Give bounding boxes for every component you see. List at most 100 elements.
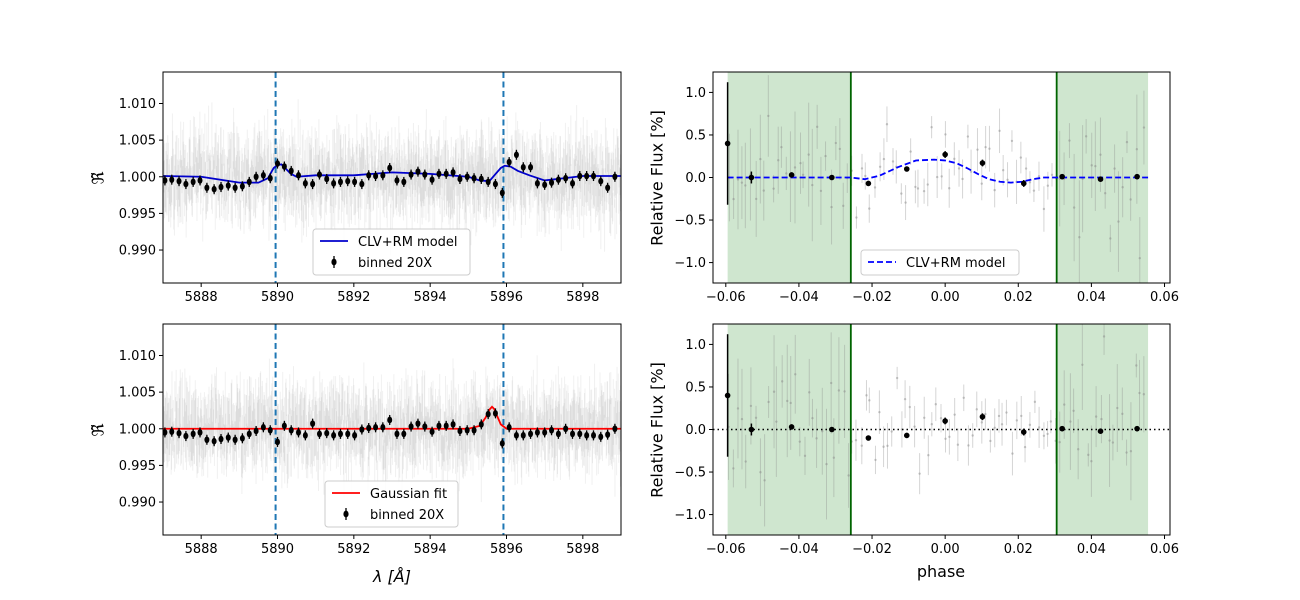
x-tick-label: −0.06 (706, 542, 746, 557)
raw-point (789, 401, 792, 405)
raw-point (975, 408, 978, 411)
binned-point (591, 432, 597, 439)
raw-point (763, 479, 766, 482)
binned-point (366, 172, 372, 179)
raw-point (980, 421, 984, 424)
binned-point (570, 180, 576, 187)
binned-point (337, 430, 343, 438)
binned-point (183, 180, 189, 188)
binned-point (204, 184, 210, 192)
raw-point (1037, 175, 1041, 178)
binned-point (302, 432, 308, 439)
binned-point (584, 432, 590, 439)
binned-point (387, 164, 393, 172)
legend-binned-swatch (331, 256, 337, 268)
raw-point (855, 216, 858, 219)
y-tick-label: 0.995 (119, 207, 156, 222)
binned-point (499, 189, 505, 197)
binned-point (190, 178, 196, 186)
raw-point (1078, 236, 1081, 239)
raw-point (1072, 206, 1076, 209)
binned-point (748, 426, 755, 433)
raw-point (953, 157, 956, 161)
raw-point (1090, 164, 1093, 167)
binned-point (471, 174, 477, 182)
panel-lightcurve-top: −0.06 −0.04 −0.02 0.00 0.02 0.04 0.06 −1.0 −0.5… (648, 71, 1179, 305)
raw-point (878, 410, 881, 414)
x-tick-label: 0.00 (931, 290, 960, 305)
binned-point (549, 179, 555, 186)
binned-point (492, 410, 498, 417)
binned-point (218, 183, 224, 191)
binned-point (478, 175, 484, 183)
legend-binned-label: binned 20X (370, 508, 444, 523)
binned-point (443, 422, 449, 430)
binned-point (267, 174, 273, 182)
raw-point (957, 167, 961, 170)
raw-point (838, 147, 842, 151)
legend-box (860, 249, 1020, 276)
binned-point (401, 430, 407, 438)
binned-point (528, 163, 534, 171)
y-tick-label: 1.005 (119, 134, 156, 149)
binned-point (373, 172, 379, 180)
raw-point (874, 458, 877, 462)
raw-point (799, 161, 802, 165)
x-tick-label: 5894 (414, 542, 447, 557)
raw-point (922, 189, 926, 193)
raw-point (1094, 164, 1097, 168)
raw-point (1046, 184, 1050, 187)
binned-point (942, 151, 948, 158)
raw-point (956, 443, 960, 446)
raw-point (1116, 406, 1119, 410)
binned-point (598, 433, 604, 441)
binned-point (373, 424, 379, 431)
binned-point (457, 175, 463, 183)
y-ticks: −1.0 −0.5 0.0 0.5 1.0 (674, 338, 713, 523)
y-tick-label: 1.0 (685, 86, 706, 101)
binned-point (555, 430, 561, 438)
raw-point (984, 412, 987, 416)
raw-point (808, 391, 811, 394)
raw-point (1058, 440, 1061, 444)
y-tick-label: 0.0 (685, 423, 706, 438)
raw-point (1108, 439, 1111, 442)
binned-point (366, 424, 372, 432)
raw-point (1109, 237, 1112, 240)
raw-point (843, 390, 846, 393)
raw-point (1142, 126, 1146, 129)
binned-point (211, 185, 217, 193)
unbinned-errorbars (727, 324, 1146, 527)
legend-model-label: Gaussian fit (370, 487, 447, 502)
raw-point (971, 434, 974, 437)
binned-point (577, 430, 583, 438)
binned-point (288, 167, 294, 175)
raw-point (1100, 417, 1103, 421)
binned-point (281, 163, 287, 170)
raw-point (944, 133, 947, 136)
raw-point (825, 462, 828, 466)
y-tick-label: 1.000 (119, 422, 156, 437)
x-tick-label: −0.06 (706, 290, 746, 305)
raw-point (1111, 441, 1115, 444)
raw-point (997, 414, 1001, 418)
binned-point (260, 424, 266, 431)
binned-point (499, 440, 505, 447)
raw-point (1103, 191, 1107, 195)
binned-point (260, 172, 266, 179)
raw-point (878, 165, 882, 168)
binned-point (316, 171, 322, 178)
panel-spectrum-top: 5888 5890 5892 5894 5896 5898 0.990 0.995 1.000… (89, 71, 622, 305)
binned-point (429, 428, 435, 435)
raw-point (786, 399, 789, 403)
y-axis-label: Relative Flux [%] (648, 110, 667, 246)
binned-point (281, 422, 287, 430)
contact-lines (849, 324, 1058, 535)
x-tick-label: 5898 (566, 542, 599, 557)
binned-point (450, 169, 456, 176)
raw-point (1050, 173, 1054, 177)
binned-point (1020, 429, 1027, 435)
raw-point (913, 425, 916, 428)
raw-point (860, 444, 864, 447)
clv-rm-model-line (727, 158, 1149, 184)
